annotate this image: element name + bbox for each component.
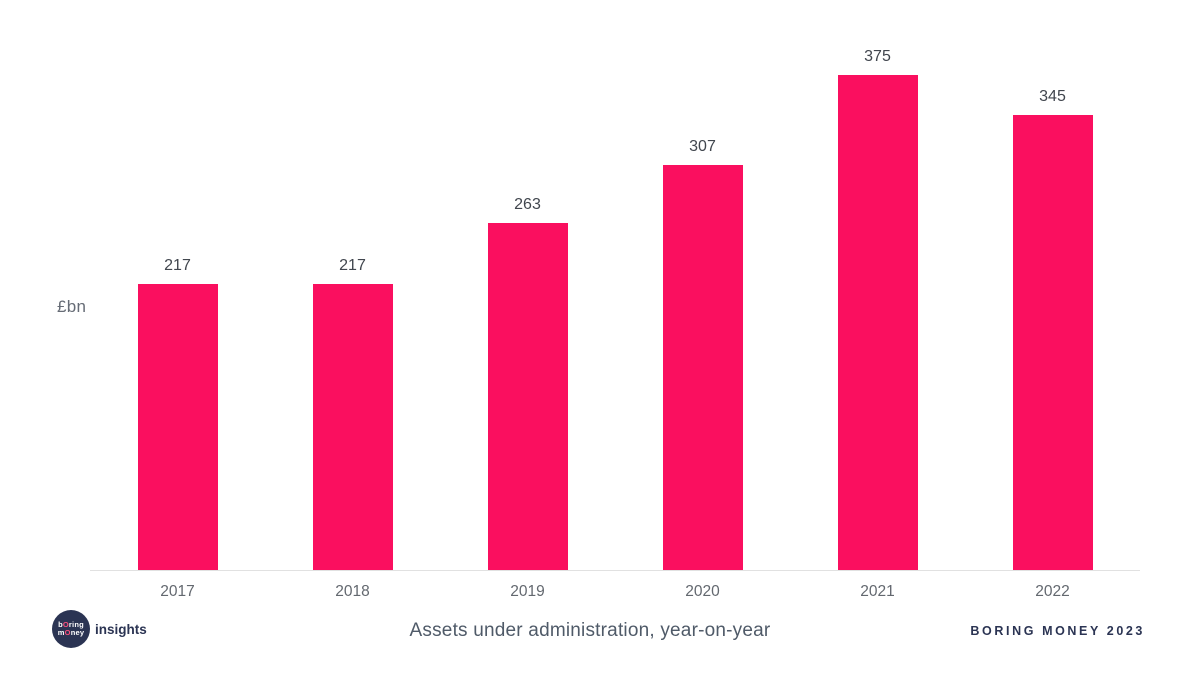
x-tick-label-2020: 2020: [685, 583, 720, 600]
logo-text-line2: mOney: [57, 628, 85, 637]
x-tick-label-2019: 2019: [510, 583, 545, 600]
x-axis-line: [90, 570, 1140, 571]
bar-value-label-2021: 375: [864, 48, 891, 65]
bar-value-label-2020: 307: [689, 138, 716, 155]
bar-value-label-2018: 217: [339, 257, 366, 274]
chart-caption: Assets under administration, year-on-yea…: [409, 620, 771, 641]
x-tick-label-2022: 2022: [1035, 583, 1070, 600]
bar-group-2019: 263: [440, 196, 615, 571]
y-axis-unit-label: £bn: [57, 297, 87, 316]
bar-group-2018: 217: [265, 257, 440, 571]
bar-2017: [137, 284, 218, 571]
bar-value-label-2019: 263: [514, 196, 541, 213]
plot-area: 217 217 263 307 375 345: [90, 0, 1140, 571]
boring-money-logo: bOring mOney insights: [52, 610, 147, 648]
bar-value-label-2022: 345: [1039, 88, 1066, 105]
logo-insights-wordmark: insights: [95, 621, 147, 637]
bar-group-2022: 345: [965, 88, 1140, 571]
bar-2022: [1012, 115, 1093, 571]
x-tick-label-2018: 2018: [335, 583, 370, 600]
bar-group-2021: 375: [790, 48, 965, 571]
x-axis-tick-labels: 2017 2018 2019 2020 2021 2022: [90, 583, 1140, 601]
credit-text: BORING MONEY 2023: [970, 624, 1145, 638]
bar-2018: [312, 284, 393, 571]
bar-2020: [662, 165, 743, 571]
bar-group-2017: 217: [90, 257, 265, 571]
boring-money-logo-icon: bOring mOney: [52, 610, 90, 648]
bar-group-2020: 307: [615, 138, 790, 571]
bar-value-label-2017: 217: [164, 257, 191, 274]
x-tick-label-2021: 2021: [860, 583, 895, 600]
bar-2019: [487, 223, 568, 571]
x-tick-label-2017: 2017: [160, 583, 195, 600]
logo-text-line1: bOring: [58, 619, 84, 629]
bar-2021: [837, 75, 918, 571]
